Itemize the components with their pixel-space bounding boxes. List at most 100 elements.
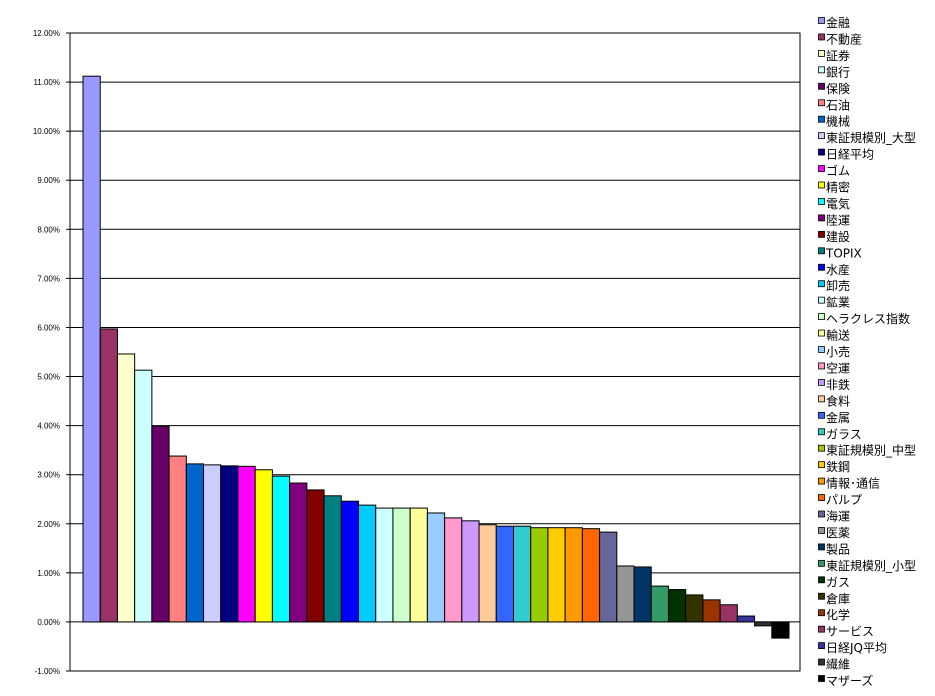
legend-label: 輸送 (826, 328, 850, 343)
bar-31 (599, 531, 618, 623)
bar-14 (306, 489, 325, 623)
bar-30 (581, 528, 601, 623)
bar-20 (409, 507, 428, 623)
y-tick-label: -1.00% (35, 667, 60, 676)
legend-swatch (818, 658, 825, 666)
legend-label: 繊維 (826, 658, 850, 672)
bar-37 (702, 599, 721, 623)
legend-label: 空運 (826, 361, 850, 375)
legend-label: 東証規模別_小型 (826, 558, 916, 573)
legend-label: TOPIX (825, 246, 862, 260)
bar-39 (736, 615, 756, 623)
legend-swatch (818, 115, 825, 123)
legend-item: 非鉄 (818, 377, 850, 392)
bar-11 (254, 469, 273, 623)
legend-item: ガラス (818, 427, 862, 441)
legend-item: 倉庫 (818, 591, 850, 606)
legend-swatch (818, 99, 825, 107)
legend-label: 証券 (826, 48, 850, 63)
legend-swatch (818, 132, 825, 140)
legend-item: 輸送 (818, 328, 850, 343)
legend-item: 医薬 (818, 526, 850, 540)
legend-label: 海運 (826, 509, 850, 524)
legend-item: パルプ (818, 493, 862, 507)
bar-1 (82, 75, 101, 623)
y-tick-label: 0.00% (37, 618, 60, 627)
legend-label: 銀行 (826, 65, 850, 79)
legend-item: 日経JQ平均 (818, 641, 887, 655)
legend-label: 建設 (826, 229, 850, 244)
legend-label: 小売 (826, 344, 850, 359)
plot-area-border (69, 32, 801, 672)
legend-label: ガス (826, 575, 850, 589)
bar-27 (530, 527, 549, 623)
bar-32 (616, 565, 635, 623)
bar-17 (358, 504, 377, 623)
legend-swatch (818, 527, 825, 534)
legend-label: ヘラクレス指数 (826, 311, 910, 326)
legend-item: 水産 (818, 262, 850, 277)
bar-33 (633, 566, 652, 623)
legend-swatch (818, 675, 825, 682)
legend-swatch (818, 395, 825, 403)
legend-label: パルプ (826, 493, 862, 507)
bar-5 (151, 425, 170, 623)
legend-label: 食料 (826, 393, 850, 408)
legend-swatch (818, 592, 825, 600)
legend-swatch (818, 148, 825, 156)
legend-swatch (818, 510, 825, 518)
y-tick-label: 2.00% (37, 520, 60, 529)
bar-36 (685, 594, 704, 623)
y-axis-ticks: 12.00% 11.00% 10.00% 9.00% 8.00% 7.00% 6.00% 5.… (33, 29, 70, 676)
legend-swatch (818, 411, 825, 419)
legend-label: 金属 (826, 410, 850, 425)
legend-swatch (818, 494, 825, 501)
legend-label: 医薬 (826, 526, 850, 540)
legend-item: マザーズ (818, 673, 873, 688)
y-tick-label: 8.00% (37, 225, 60, 234)
bar-8 (203, 464, 222, 623)
legend-item: 卸売 (818, 278, 850, 293)
bar-38 (719, 604, 738, 623)
legend-label: サービス (826, 625, 874, 639)
bar-16 (340, 500, 360, 623)
bar-24 (478, 524, 497, 623)
legend-label: 保険 (826, 82, 850, 96)
bar-26 (512, 525, 532, 623)
legend-label: 精密 (826, 180, 850, 195)
legend-label: 機械 (826, 114, 850, 129)
legend-swatch (818, 181, 825, 189)
legend-item: サービス (818, 625, 874, 639)
legend-item: 不動産 (818, 31, 862, 46)
bars (82, 75, 790, 639)
legend-item: 製品 (818, 542, 850, 556)
legend-swatch (818, 33, 825, 41)
legend-swatch (818, 66, 825, 74)
legend-swatch (818, 543, 825, 551)
bar-12 (271, 475, 291, 623)
legend-item: 精密 (818, 180, 850, 195)
legend-swatch (818, 329, 825, 337)
y-tick-label: 7.00% (37, 274, 60, 283)
legend-item: 鉄鋼 (818, 459, 850, 474)
legend-item: TOPIX (818, 246, 862, 260)
y-tick-label: 9.00% (37, 176, 60, 185)
legend-swatch (818, 609, 825, 617)
legend-swatch (818, 378, 825, 386)
legend-label: 電気 (826, 196, 850, 211)
legend-item: 食料 (818, 393, 850, 408)
y-tick-label: 6.00% (37, 323, 60, 332)
legend-item: 情報･通信 (818, 477, 880, 491)
bar-40 (754, 621, 773, 627)
y-tick-label: 12.00% (33, 29, 60, 38)
bar-13 (289, 482, 308, 623)
bar-15 (323, 495, 342, 623)
legend-item: 東証規模別_小型 (818, 558, 916, 573)
legend-swatch (818, 313, 825, 321)
legend-label: 不動産 (826, 31, 862, 46)
legend-item: 日経平均 (818, 148, 874, 162)
legend-label: 非鉄 (826, 377, 850, 392)
y-tick-label: 5.00% (37, 373, 60, 382)
legend-item: 銀行 (818, 65, 850, 79)
legend-swatch (818, 82, 825, 90)
